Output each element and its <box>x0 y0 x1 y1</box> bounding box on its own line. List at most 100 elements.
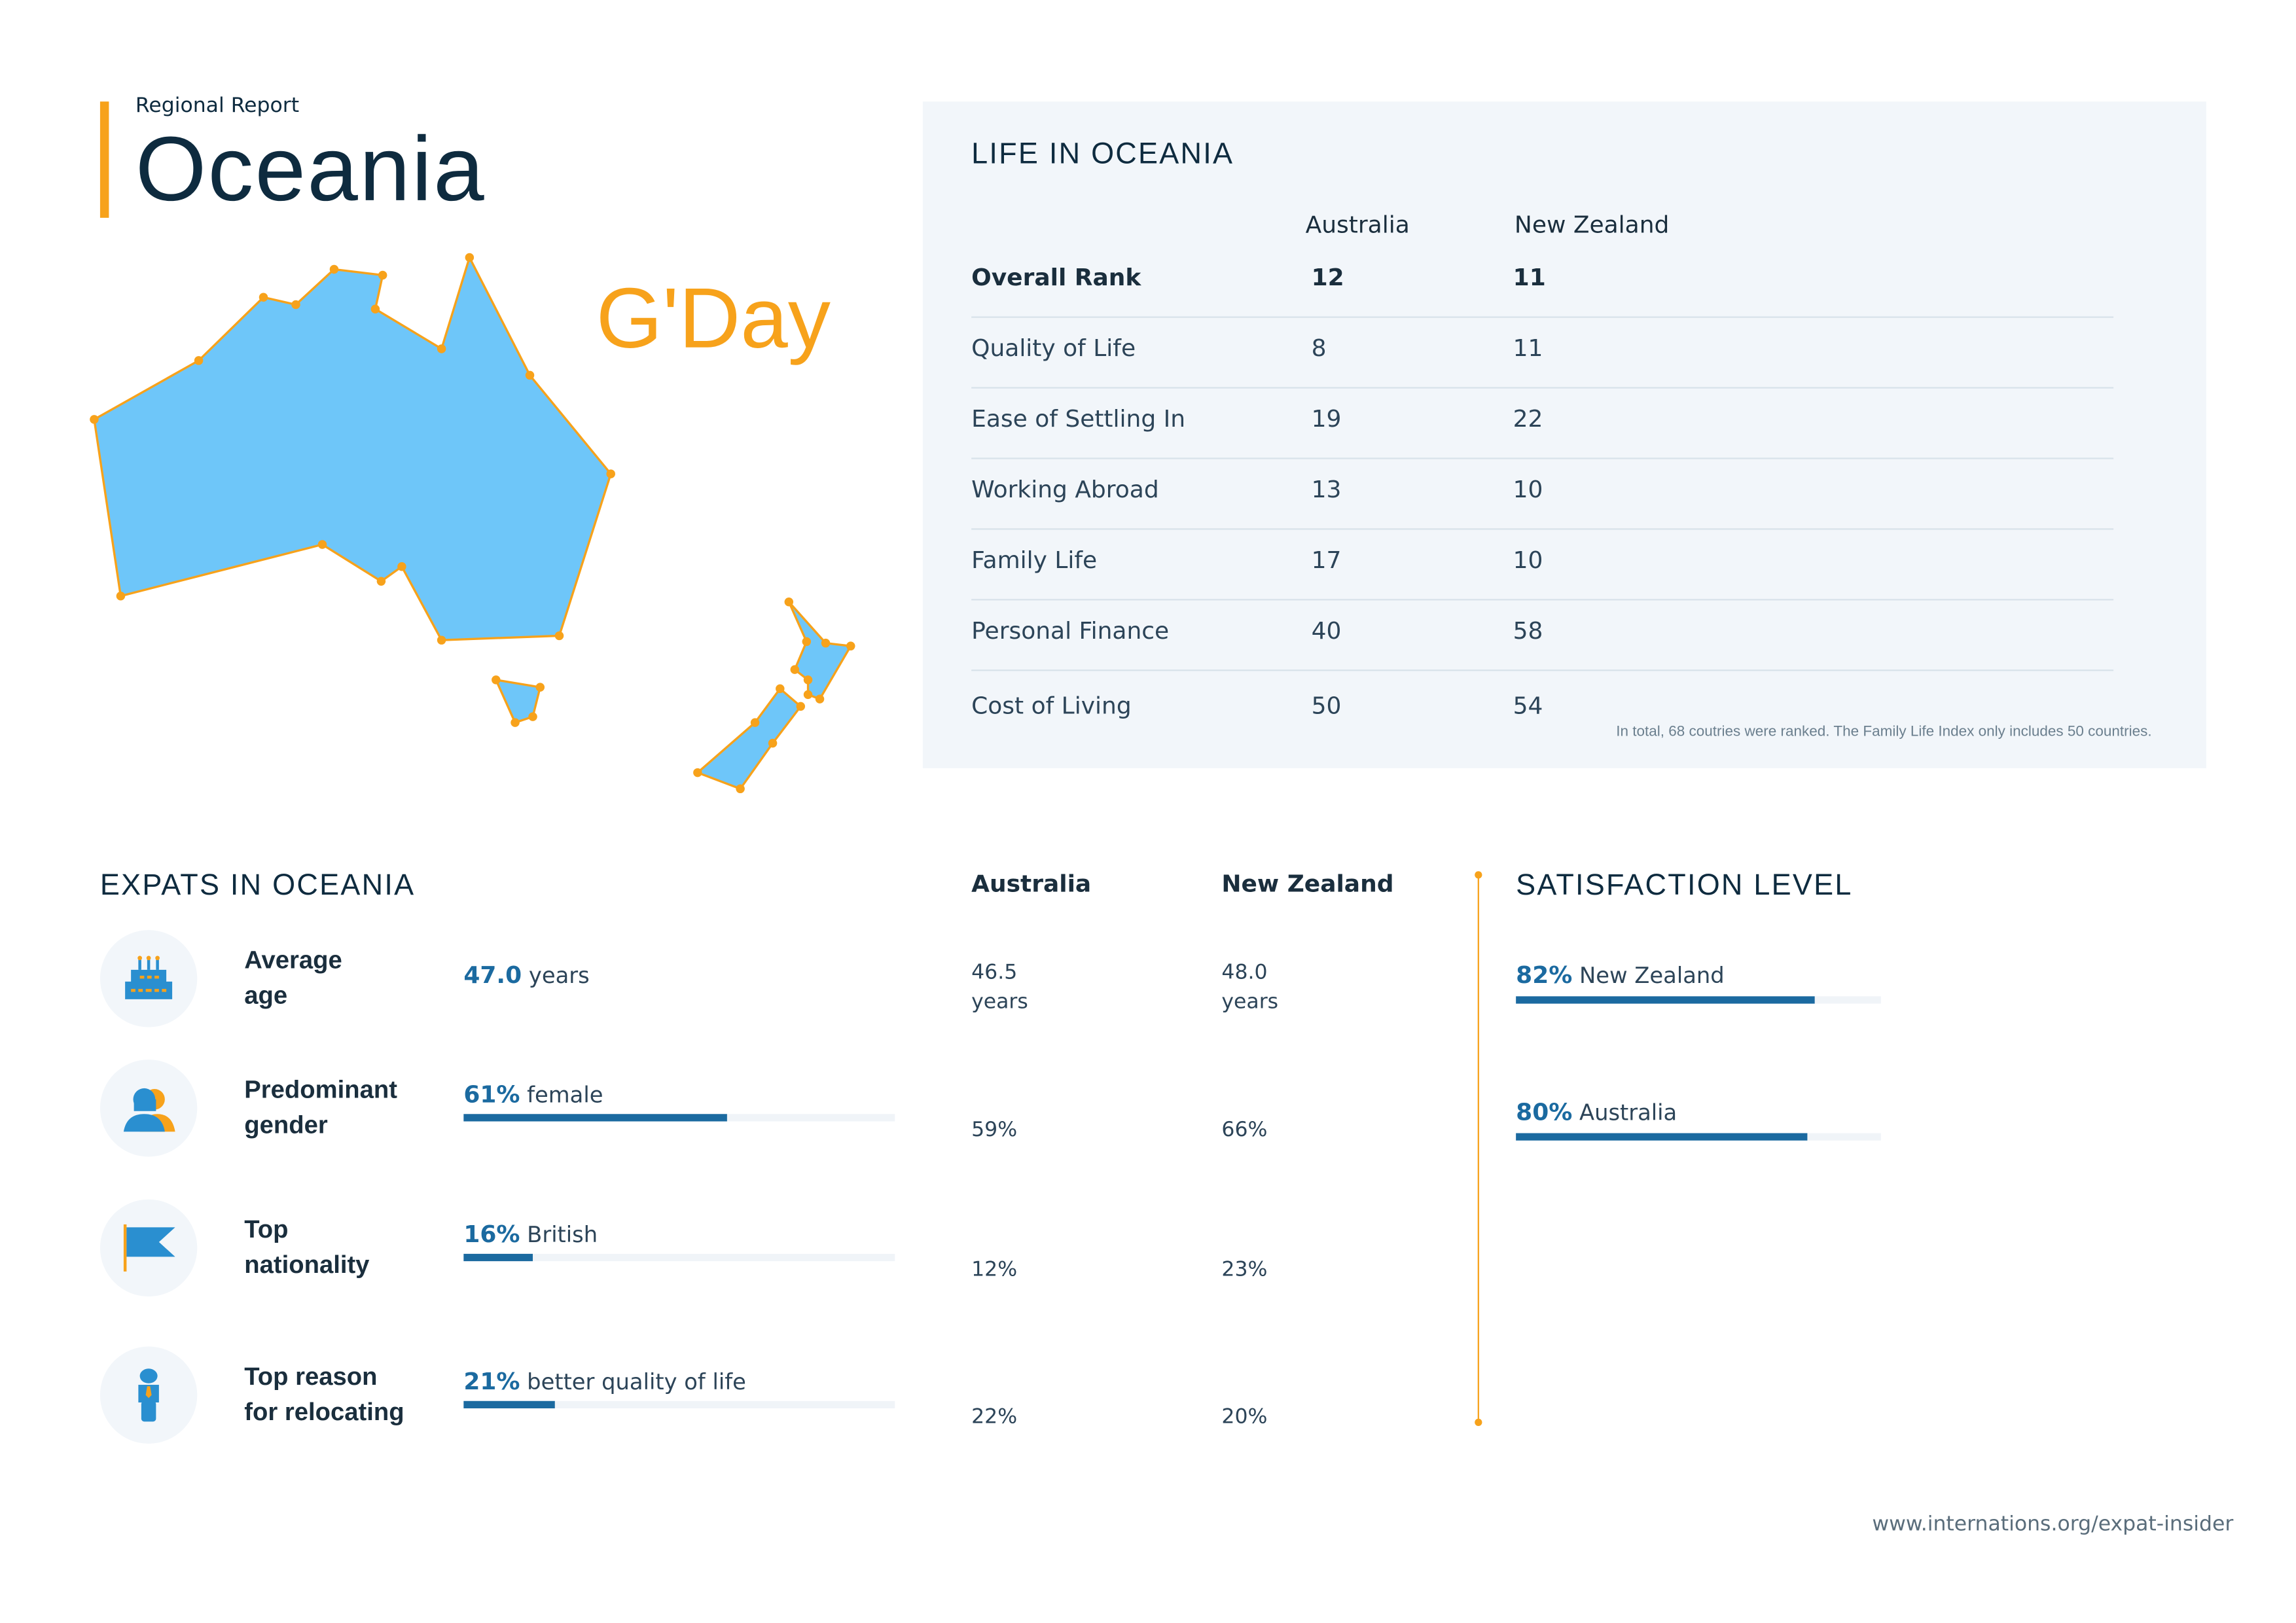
map-vertex-dot <box>776 684 785 694</box>
ranking-row: Overall Rank 12 11 <box>971 246 2114 318</box>
expat-stat-value: 16% British <box>463 1220 598 1249</box>
map-vertex-dot <box>317 540 327 549</box>
map-vertex-dot <box>437 344 446 353</box>
australia-value: 22% <box>971 1405 1018 1429</box>
ranking-row: Quality of Life 8 11 <box>971 316 2114 389</box>
map-vertex-dot <box>376 577 386 586</box>
map-vertex-dot <box>291 300 300 310</box>
value-number: 16% <box>463 1220 520 1248</box>
expats-col-new-zealand: New Zealand <box>1221 869 1394 898</box>
ranking-new-zealand: 58 <box>1513 616 1543 645</box>
expat-stat-value: 21% better quality of life <box>463 1367 746 1397</box>
value-unit: better quality of life <box>520 1368 746 1395</box>
value-number: 21% <box>463 1367 520 1395</box>
nz-north-island-shape <box>787 601 853 701</box>
ranking-row: Cost of Living 50 54 <box>971 674 2113 745</box>
map-vertex-dot <box>796 702 806 711</box>
value-unit: female <box>520 1081 603 1109</box>
ranking-new-zealand: 54 <box>1513 691 1543 720</box>
expat-stat-bar <box>463 1253 895 1262</box>
ranking-australia: 13 <box>1311 475 1342 504</box>
map-vertex-dot <box>525 370 535 380</box>
divider-dot-top <box>1475 871 1482 879</box>
ranking-australia: 50 <box>1311 691 1342 720</box>
map-vertex-dot <box>554 631 564 641</box>
satisfaction-bar <box>1516 1133 1881 1141</box>
ranking-footnote: In total, 68 coutries were ranked. The F… <box>1616 724 2152 741</box>
expat-stat-value: 61% female <box>463 1080 603 1110</box>
map-vertex-dot <box>378 270 387 280</box>
flag-icon <box>119 1219 178 1283</box>
divider-dot-bottom <box>1475 1418 1482 1426</box>
ranking-new-zealand: 22 <box>1513 404 1543 433</box>
ranking-label: Personal Finance <box>971 616 1170 645</box>
flag-badge <box>99 1199 198 1297</box>
label-line-2: for relocating <box>244 1398 404 1426</box>
label-line-1: Top reason <box>244 1363 378 1391</box>
satisfaction-bar-fill <box>1516 1133 1808 1141</box>
satisfaction-section-title: SATISFACTION LEVEL <box>1516 869 1853 902</box>
cake-badge <box>99 930 198 1027</box>
ranking-row: Family Life 17 10 <box>971 528 2114 601</box>
ranking-row: Personal Finance 40 58 <box>971 599 2114 671</box>
map-vertex-dot <box>90 415 99 424</box>
map-vertex-dot <box>784 597 794 607</box>
expats-col-australia: Australia <box>971 869 1092 898</box>
expat-stat-bar-fill <box>463 1253 533 1262</box>
australia-value: 12% <box>971 1258 1018 1282</box>
map-vertex-dot <box>768 738 778 748</box>
page-title: Oceania <box>135 119 486 221</box>
ranking-new-zealand: 10 <box>1513 546 1543 574</box>
label-line-1: Average <box>244 946 342 974</box>
map-vertex-dot <box>397 562 406 571</box>
expat-stat-bar <box>463 1400 895 1409</box>
map-vertex-dot <box>116 591 126 601</box>
australia-value: 46.5 years <box>971 961 1028 1014</box>
new-zealand-value: 20% <box>1221 1405 1268 1429</box>
ranking-label: Overall Rank <box>971 263 1141 292</box>
ranking-label: Cost of Living <box>971 691 1132 720</box>
col-new-zealand: New Zealand <box>1514 210 1670 239</box>
australia-value: 59% <box>971 1118 1018 1142</box>
ranking-australia: 17 <box>1311 546 1342 574</box>
expat-stat-label: Top reason for relocating <box>244 1360 450 1431</box>
value-number: 61% <box>463 1080 520 1109</box>
map-vertex-dot <box>465 253 475 262</box>
expat-stat-bar <box>463 1114 895 1122</box>
footer-url[interactable]: www.internations.org/expat-insider <box>1872 1512 2234 1537</box>
expat-stat-label: Top nationality <box>244 1213 450 1283</box>
map-vertex-dot <box>606 469 615 478</box>
expat-stat-label: Average age <box>244 943 450 1014</box>
map-vertex-dot <box>803 690 813 700</box>
value-unit: British <box>520 1221 598 1248</box>
life-in-oceania-panel <box>922 101 2206 768</box>
label-line-1: Predominant <box>244 1075 397 1104</box>
map-vertex-dot <box>736 784 745 794</box>
map-vertex-dot <box>693 768 702 777</box>
map-vertex-dot <box>821 638 831 648</box>
new-zealand-value: 66% <box>1221 1118 1268 1142</box>
ranking-new-zealand: 11 <box>1513 334 1543 363</box>
map-vertex-dot <box>750 718 760 727</box>
ranking-australia: 19 <box>1311 404 1342 433</box>
map-vertex-dot <box>259 293 268 302</box>
expat-stat-value: 47.0 years <box>463 961 589 990</box>
map-vertex-dot <box>370 304 380 313</box>
cake-icon <box>119 949 178 1014</box>
ranking-label: Family Life <box>971 546 1098 574</box>
australia-shape <box>93 255 613 641</box>
value-unit: years <box>522 962 590 990</box>
expat-stat-label: Predominant gender <box>244 1073 450 1143</box>
ranking-label: Quality of Life <box>971 334 1136 363</box>
map-vertex-dot <box>815 694 825 704</box>
new-zealand-value: 48.0 years <box>1221 961 1279 1014</box>
label-line-2: age <box>244 981 288 1010</box>
satisfaction-bar <box>1516 996 1881 1004</box>
map-vertex-dot <box>528 712 537 721</box>
map-vertex-dot <box>802 637 812 647</box>
value-number: 47.0 <box>463 961 522 990</box>
map-vertex-dot <box>803 675 813 685</box>
map-vertex-dot <box>437 635 446 645</box>
map-vertex-dot <box>846 641 855 651</box>
oceania-map <box>90 253 855 794</box>
